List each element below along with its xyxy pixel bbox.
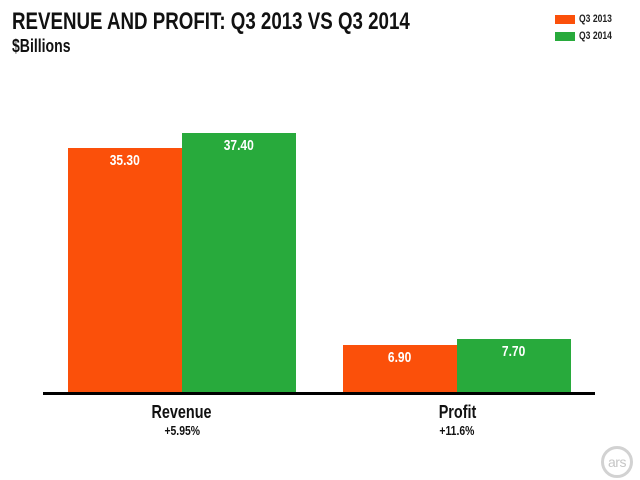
bar-value-label: 35.30 [109, 152, 141, 169]
category-label-profit: Profit +11.6% [377, 402, 537, 440]
chart-title: REVENUE AND PROFIT: Q3 2013 VS Q3 2014 [12, 8, 522, 35]
legend-item-1: Q3 2014 [555, 30, 621, 42]
chart-subtitle-text: $Billions [12, 36, 71, 56]
category-change-percent: +5.95% [164, 422, 200, 438]
bar-value-label: 37.40 [223, 137, 255, 154]
category-name: Profit [438, 402, 476, 422]
bar-value-label: 6.90 [388, 349, 412, 366]
legend: Q3 2013 Q3 2014 [555, 13, 621, 42]
x-axis-baseline [43, 392, 595, 395]
legend-swatch [555, 14, 575, 24]
legend-swatch [555, 31, 575, 41]
category-label-revenue: Revenue +5.95% [102, 402, 262, 440]
ars-logo-text: ars [608, 454, 626, 470]
chart-title-text: REVENUE AND PROFIT: Q3 2013 VS Q3 2014 [12, 8, 410, 35]
legend-item-0: Q3 2013 [555, 13, 621, 25]
legend-label: Q3 2014 [579, 29, 612, 42]
bar-revenue-q3-2014: 37.40 [182, 133, 296, 393]
chart-subtitle: $Billions [12, 36, 87, 57]
legend-label: Q3 2013 [579, 12, 612, 25]
category-name: Revenue [151, 402, 213, 422]
ars-logo: ars [601, 446, 633, 478]
category-change-percent: +11.6% [439, 422, 475, 438]
bar-profit-q3-2014: 7.70 [457, 339, 571, 393]
bar-profit-q3-2013: 6.90 [343, 345, 457, 393]
bar-revenue-q3-2013: 35.30 [68, 148, 182, 393]
bar-value-label: 7.70 [502, 343, 526, 360]
